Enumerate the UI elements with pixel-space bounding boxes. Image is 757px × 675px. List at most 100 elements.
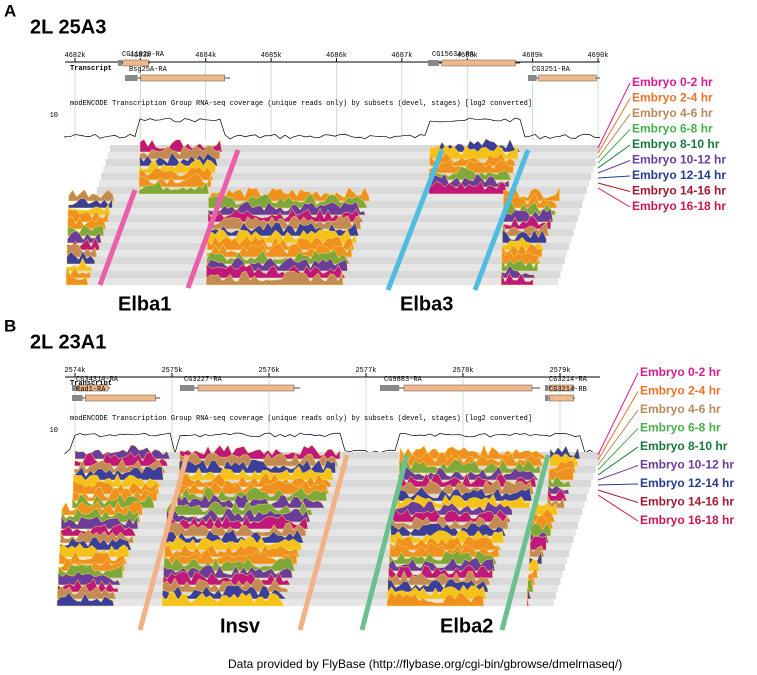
- exon: [441, 59, 516, 67]
- feature-label: Elba1: [118, 293, 171, 315]
- coverage-row: [57, 584, 117, 600]
- exon-utr: [380, 385, 400, 391]
- row-band: [105, 159, 596, 166]
- exon-utr: [528, 75, 537, 81]
- feature-bar: [185, 149, 241, 289]
- row-band: [99, 487, 589, 494]
- exon: [197, 384, 295, 392]
- legend-connector: [597, 129, 631, 164]
- legend-entry: Embryo 8-10 hr: [632, 137, 720, 151]
- legend-connector: [597, 182, 631, 192]
- ruler-label: 4687k: [391, 52, 412, 60]
- coverage-row: [179, 444, 341, 460]
- coverage-row: [177, 479, 330, 495]
- exon-utr: [428, 60, 440, 66]
- coverage-row: [164, 536, 302, 551]
- coverage-row: [390, 514, 509, 530]
- coverage-row: [547, 484, 570, 495]
- legend-entry: Embryo 16-18 hr: [640, 513, 734, 527]
- row-band: [99, 180, 589, 187]
- coverage-row: [501, 249, 541, 265]
- row-band: [94, 501, 585, 508]
- coverage-row: [529, 535, 547, 551]
- gene-name: CG3251-RA: [532, 66, 571, 74]
- coverage-row: [68, 189, 115, 202]
- coverage-row: [502, 215, 552, 230]
- exon-utr: [125, 75, 138, 81]
- legend-entry: Embryo 6-8 hr: [632, 122, 713, 136]
- ruler-label: 2575k: [161, 367, 182, 375]
- row-band: [74, 564, 565, 571]
- exon: [403, 384, 533, 392]
- coverage-row: [60, 528, 134, 544]
- legend-connector: [597, 113, 631, 159]
- exon: [122, 59, 149, 67]
- row-band: [107, 459, 598, 466]
- ruler-label: 2574k: [64, 367, 85, 375]
- panel: B 2L 23A1 2574k 2575k 2576k 2577k 2578k 2579k Tr…: [4, 316, 734, 637]
- coverage-row: [501, 243, 543, 258]
- coverage-row: [389, 535, 502, 551]
- coverage-row: [165, 528, 304, 544]
- coverage-row: [548, 474, 572, 488]
- legend-entry: Embryo 0-2 hr: [632, 75, 713, 89]
- exon-utr: [72, 395, 83, 401]
- coverage-row: [66, 250, 96, 265]
- ruler-label: 2579k: [549, 367, 570, 375]
- coverage-row: [500, 272, 534, 286]
- feature-label: Insv: [220, 615, 261, 637]
- legend-connector: [597, 187, 631, 208]
- legend-connector: [597, 494, 639, 522]
- feature-bar: [297, 454, 350, 631]
- coverage-row: [165, 522, 307, 537]
- coverage-row: [66, 257, 93, 272]
- panel: A 2L 25A3 4682k 4683k 4684k 4685k 4686k 4687k 46…: [4, 1, 726, 315]
- coverage-row: [66, 266, 91, 279]
- coverage-row: [139, 139, 223, 153]
- exon: [549, 384, 574, 392]
- row-band: [77, 557, 567, 564]
- legend-connector: [597, 144, 631, 169]
- exon-utr: [180, 385, 195, 391]
- coverage-row: [161, 591, 285, 607]
- coverage-row: [398, 458, 541, 474]
- coverage-row: [391, 501, 513, 516]
- legend-entry: Embryo 4-6 hr: [632, 106, 713, 120]
- feature-label: Elba2: [440, 615, 493, 637]
- legend-connector: [597, 465, 639, 481]
- coverage-row: [397, 479, 535, 495]
- exon-utr: [118, 60, 122, 66]
- exon-utr: [545, 385, 549, 391]
- feature-bar: [97, 189, 138, 286]
- coverage-row: [56, 592, 115, 607]
- coverage-row: [67, 215, 107, 230]
- exon: [84, 394, 156, 402]
- ruler-label: 4685k: [261, 52, 282, 60]
- legend-entry: Embryo 2-4 hr: [640, 384, 721, 398]
- feature-bar: [499, 454, 551, 631]
- panel-label: A: [4, 1, 16, 20]
- track-label: Transcript: [70, 65, 112, 73]
- legend-connector: [597, 483, 639, 486]
- ruler-label: 2578k: [452, 367, 473, 375]
- coverage-row: [397, 486, 533, 502]
- exon: [77, 384, 109, 392]
- legend-entry: Embryo 6-8 hr: [640, 421, 721, 435]
- coverage-row: [429, 158, 514, 174]
- ruler-label: 4688k: [457, 52, 478, 60]
- coverage-trace: [64, 117, 601, 140]
- panel-label: B: [4, 316, 16, 335]
- gene-name: CG3227-RA: [184, 376, 223, 384]
- row-band: [96, 494, 587, 501]
- gene-name: Rad1-RA: [76, 386, 106, 394]
- gene-name: Bsg25A-RA: [129, 66, 168, 74]
- row-band: [92, 508, 583, 515]
- ruler-label: 4686k: [326, 52, 347, 60]
- coverage-row: [65, 270, 89, 286]
- scale-label: 10: [50, 427, 58, 435]
- row-band: [83, 536, 574, 543]
- legend-entry: Embryo 2-4 hr: [632, 91, 713, 105]
- coverage-row: [205, 270, 344, 286]
- coverage-row: [57, 578, 119, 593]
- gene-name: CG9883-RA: [384, 376, 423, 384]
